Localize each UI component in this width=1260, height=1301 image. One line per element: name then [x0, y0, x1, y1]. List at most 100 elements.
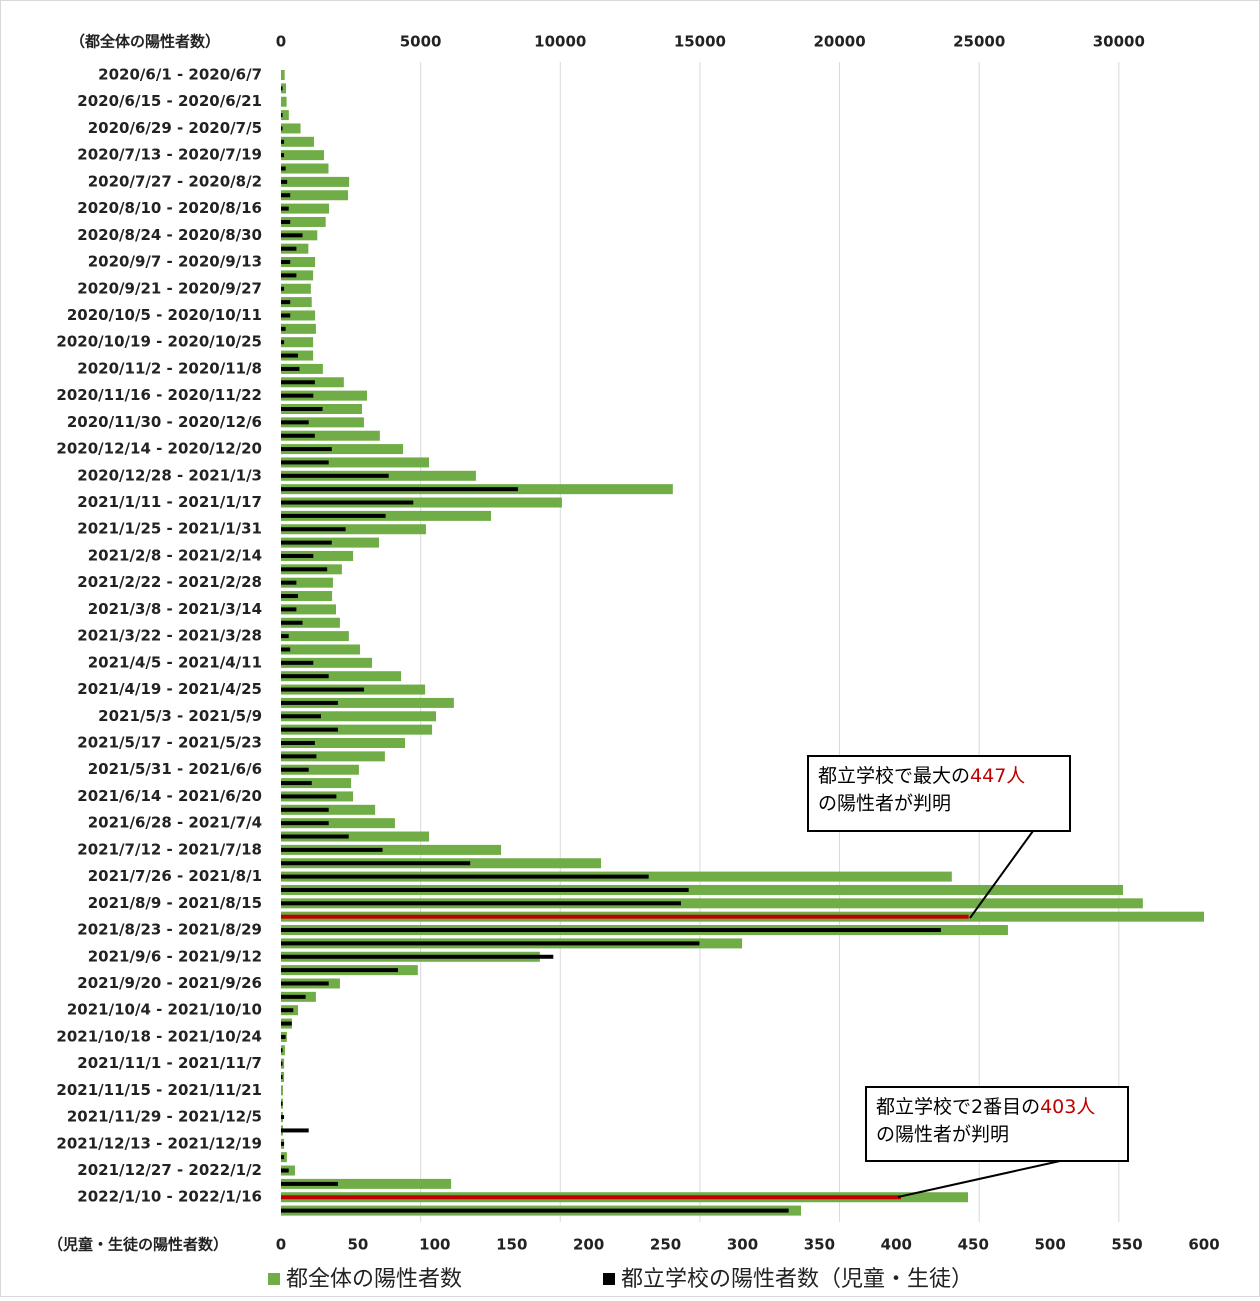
bar [281, 246, 297, 251]
y-tick-label: 2021/6/28 - 2021/7/4 [88, 814, 262, 832]
bar [281, 671, 402, 682]
bar [281, 110, 289, 121]
y-tick-label: 2021/12/13 - 2021/12/19 [56, 1134, 262, 1152]
legend-label: 都立学校の陽性者数（児童・生徒） [621, 1267, 973, 1292]
bar [281, 901, 681, 906]
bar [281, 674, 329, 679]
x2-tick-label: 250 [650, 1236, 681, 1254]
bar [281, 550, 354, 561]
bar [281, 219, 291, 224]
bar [281, 1155, 285, 1160]
x-axis-label: （都全体の陽性者数） [70, 33, 220, 51]
bar [281, 1195, 901, 1200]
x2-tick-label: 300 [727, 1236, 758, 1254]
callout-text: の陽性者が判明 [818, 793, 951, 815]
y-tick-label: 2020/12/28 - 2021/1/3 [77, 466, 262, 484]
x-tick-label: 0 [276, 33, 286, 51]
bar [281, 96, 287, 107]
bar [281, 326, 286, 331]
bar [281, 981, 329, 986]
callout-highlight: 447人 [970, 765, 1025, 787]
bar [281, 898, 1143, 909]
x-tick-label: 15000 [674, 33, 726, 51]
bar [281, 150, 325, 161]
callout-highlight: 403人 [1040, 1096, 1095, 1118]
bar [281, 176, 350, 187]
bar [281, 727, 338, 732]
bar [281, 136, 314, 147]
bar [281, 1061, 283, 1066]
bar [281, 337, 314, 348]
bar [281, 567, 328, 572]
bar [281, 928, 941, 933]
callout-text-part: 都立学校で2番目の [876, 1096, 1040, 1118]
bar [281, 1141, 285, 1146]
y-tick-label: 2021/5/17 - 2021/5/23 [77, 734, 262, 752]
y-tick-label: 2020/9/7 - 2020/9/13 [88, 253, 262, 271]
bar [281, 751, 385, 762]
bar [281, 380, 315, 385]
x2-tick-label: 0 [276, 1236, 286, 1254]
bar [281, 714, 321, 719]
bar [281, 1034, 286, 1039]
bar [281, 70, 285, 80]
bar [281, 233, 303, 238]
bar [281, 604, 337, 615]
y-tick-label: 2020/6/15 - 2020/6/21 [77, 92, 262, 110]
callout-line [897, 1160, 1061, 1198]
bar [281, 83, 287, 94]
y-tick-label: 2021/2/22 - 2021/2/28 [77, 573, 262, 591]
x-tick-label: 30000 [1093, 33, 1145, 51]
y-tick-label: 2021/1/25 - 2021/1/31 [77, 520, 262, 538]
y-tick-label: 2021/3/8 - 2021/3/14 [88, 600, 262, 618]
bar [281, 687, 365, 692]
y-tick-label: 2020/6/1 - 2020/6/7 [98, 66, 262, 84]
x2-tick-label: 150 [496, 1236, 527, 1254]
y-tick-label: 2021/5/31 - 2021/6/6 [88, 760, 262, 778]
y-tick-label: 2020/11/16 - 2020/11/22 [56, 386, 262, 404]
y-tick-label: 2020/11/30 - 2020/12/6 [67, 413, 262, 431]
x2-tick-label: 50 [347, 1236, 368, 1254]
bar [281, 313, 291, 318]
bar [281, 591, 333, 602]
bar [281, 968, 398, 973]
y-tick-label: 2020/7/27 - 2020/8/2 [88, 172, 262, 190]
x2-tick-label: 350 [804, 1236, 835, 1254]
bar [281, 123, 301, 134]
bar [281, 767, 309, 772]
y-tick-label: 2021/11/29 - 2021/12/5 [67, 1108, 262, 1126]
bar [281, 914, 969, 919]
bar [281, 510, 492, 521]
bar [281, 764, 359, 775]
callout-text: 都立学校で2番目の403人 [876, 1096, 1095, 1118]
bar [281, 1115, 285, 1120]
bar [281, 657, 373, 668]
bar [281, 1208, 789, 1213]
x2-tick-label: 200 [573, 1236, 604, 1254]
y-tick-label: 2020/11/2 - 2020/11/8 [77, 359, 262, 377]
bar [281, 954, 554, 959]
bar [281, 724, 433, 735]
bar [281, 420, 309, 425]
x-tick-label: 5000 [400, 33, 442, 51]
x2-tick-label: 450 [958, 1236, 989, 1254]
bar [281, 847, 383, 852]
y-tick-label: 2021/9/20 - 2021/9/26 [77, 974, 262, 992]
y-tick-label: 2021/12/27 - 2022/1/2 [77, 1161, 262, 1179]
bar [281, 500, 414, 505]
bar [281, 126, 283, 131]
bar [281, 366, 300, 371]
bar [281, 994, 306, 999]
y-tick-label: 2021/11/1 - 2021/11/7 [77, 1054, 262, 1072]
bar [281, 163, 329, 174]
bar [281, 831, 430, 842]
bar [281, 310, 316, 321]
x-tick-label: 20000 [813, 33, 865, 51]
x-tick-label: 10000 [534, 33, 586, 51]
bar [281, 807, 329, 812]
y-tick-label: 2021/1/11 - 2021/1/17 [77, 493, 262, 511]
bar [281, 139, 285, 144]
bar [281, 1168, 289, 1173]
bar [281, 821, 329, 826]
